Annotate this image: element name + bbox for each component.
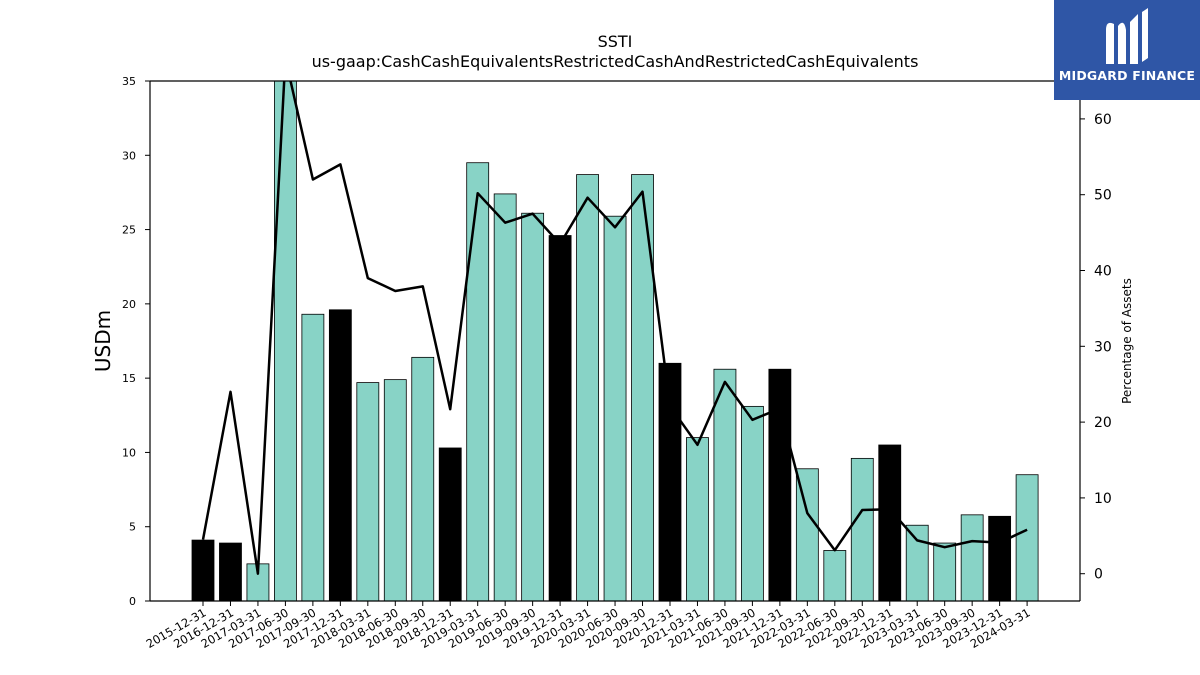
y2-tick-label: 60 [1094, 112, 1112, 128]
bar [741, 405, 764, 602]
bar [466, 162, 490, 602]
bar [1015, 474, 1039, 602]
bar [631, 174, 654, 602]
y2-tick-label: 0 [1094, 567, 1103, 583]
y2-tick-label: 50 [1094, 188, 1112, 204]
bar [493, 193, 517, 602]
bar [274, 80, 297, 602]
bar [191, 539, 215, 602]
bar [301, 313, 325, 602]
y2-tick-label: 10 [1094, 491, 1112, 507]
chart-subtitle: us-gaap:CashCashEquivalentsRestrictedCas… [311, 52, 919, 71]
y-axis-label: USDm [91, 310, 115, 372]
y-tick-label: 35 [122, 75, 136, 88]
logo-text: MIDGARD FINANCE [1058, 68, 1196, 83]
y-tick-label: 5 [129, 521, 136, 534]
bar [713, 368, 737, 602]
line-series [201, 81, 1028, 575]
y2-tick-label: 30 [1094, 339, 1112, 355]
midgard-finance-logo: MIDGARD FINANCE [1054, 0, 1200, 100]
bar [219, 542, 242, 602]
y-tick-label: 30 [122, 149, 136, 162]
bar [686, 437, 709, 602]
logo-mark-icon [1106, 8, 1148, 64]
y2-tick-label: 20 [1094, 415, 1112, 431]
bar [823, 550, 847, 602]
bar [768, 368, 792, 602]
y-tick-label: 0 [129, 595, 136, 608]
bar [356, 382, 380, 602]
y-tick-label: 25 [122, 224, 136, 237]
y2-tick-label: 40 [1094, 264, 1112, 280]
bar [576, 174, 599, 602]
bar [960, 514, 984, 602]
y-tick-label: 20 [122, 298, 136, 311]
y2-axis-label: Percentage of Assets [1120, 278, 1134, 404]
bar [411, 356, 435, 602]
bar [905, 524, 929, 602]
bar [988, 515, 1012, 602]
bar [603, 215, 627, 602]
bar [438, 447, 462, 602]
chart-title: SSTI [597, 32, 633, 51]
bar [878, 444, 902, 602]
y-tick-label: 15 [122, 372, 136, 385]
bar [521, 212, 545, 602]
bar [328, 309, 352, 602]
bar [850, 457, 874, 602]
bar [383, 379, 407, 602]
bar [933, 542, 957, 602]
bar [548, 235, 572, 602]
y-tick-label: 10 [122, 446, 136, 459]
